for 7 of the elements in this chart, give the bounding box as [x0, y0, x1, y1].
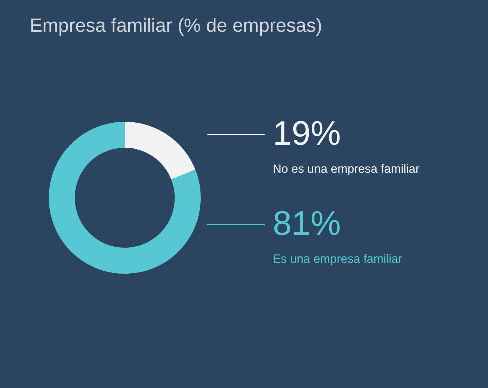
- slice-label: Es una empresa familiar: [273, 252, 402, 266]
- data-label: 81%: [273, 205, 342, 243]
- chart-title: Empresa familiar (% de empresas): [30, 16, 322, 37]
- donut-slice: [49, 122, 201, 274]
- data-label: 19%: [273, 115, 342, 153]
- slice-label: No es una empresa familiar: [273, 162, 420, 176]
- donut-slice: [125, 122, 196, 180]
